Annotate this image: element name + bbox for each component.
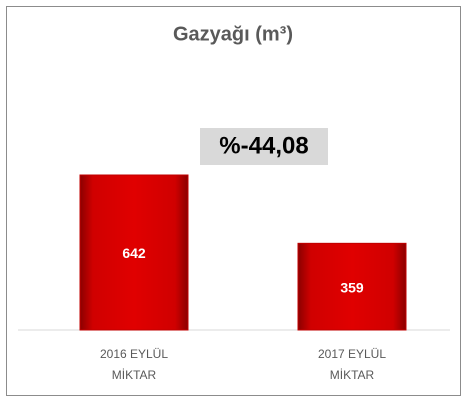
annotation-box [200,128,328,165]
x-tick-label: 2017 EYLÜL MİKTAR [317,347,387,382]
value-label: 642 [122,245,146,261]
chart-border [6,6,461,396]
bar [79,174,189,331]
value-label: 359 [340,279,364,295]
bar [297,242,407,331]
annotation: %-44,08 [219,132,308,159]
chart-title: Gazyağı (m³) [173,23,293,45]
x-tick-label: 2016 EYLÜL MİKTAR [99,347,169,382]
